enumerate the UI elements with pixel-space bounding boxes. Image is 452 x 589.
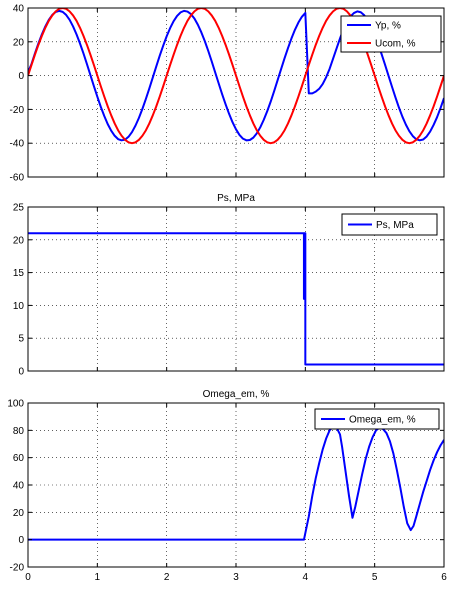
y-tick-label: 0 <box>18 71 24 82</box>
x-tick-label: 1 <box>95 572 101 583</box>
y-tick-label: 20 <box>13 37 25 48</box>
legend-box <box>340 15 442 53</box>
legend-box <box>341 213 438 236</box>
y-tick-label: -40 <box>10 139 25 150</box>
y-tick-label: 25 <box>13 203 25 214</box>
y-tick-label: 20 <box>13 235 25 246</box>
x-tick-label: 6 <box>441 572 447 583</box>
legend-label: Omega_em, % <box>349 415 416 426</box>
y-tick-label: -60 <box>10 173 25 184</box>
legend: Omega_em, % <box>314 408 440 430</box>
y-tick-label: 20 <box>13 508 25 519</box>
y-tick-label: 0 <box>18 367 24 378</box>
x-tick-label: 3 <box>233 572 239 583</box>
y-tick-label: 100 <box>7 399 24 410</box>
y-tick-label: -20 <box>10 105 25 116</box>
series-line-2 <box>28 8 444 145</box>
x-tick-label: 2 <box>164 572 170 583</box>
chart-title: Omega_em, % <box>203 389 270 400</box>
legend-label: Yp, % <box>375 21 401 32</box>
axes-2: 0 5 10 15 20 25 Ps, MPa Ps, MPa <box>13 193 445 378</box>
legend-label: Ps, MPa <box>376 220 414 231</box>
y-tick-label: 40 <box>13 481 25 492</box>
y-tick-label: 40 <box>13 4 25 15</box>
y-tick-label: 60 <box>13 453 25 464</box>
x-tick-label: 5 <box>372 572 378 583</box>
axes-1: -60 -40 -20 0 20 40 Yp, % Ucom, % <box>10 4 445 184</box>
y-tick-label: 5 <box>18 334 24 345</box>
series-line-1 <box>28 232 444 366</box>
legend-label: Ucom, % <box>375 39 416 50</box>
legend-box <box>314 408 440 430</box>
legend: Ps, MPa <box>341 213 438 236</box>
x-tick-label: 0 <box>25 572 31 583</box>
legend: Yp, % Ucom, % <box>340 15 442 53</box>
y-tick-label: 80 <box>13 426 25 437</box>
x-tick-label: 4 <box>303 572 309 583</box>
y-tick-label: 10 <box>13 301 25 312</box>
series-line-1 <box>28 425 444 541</box>
y-tick-label: 0 <box>18 535 24 546</box>
y-tick-label: 15 <box>13 268 25 279</box>
y-tick-label: -20 <box>10 563 25 574</box>
chart-title: Ps, MPa <box>217 193 255 204</box>
